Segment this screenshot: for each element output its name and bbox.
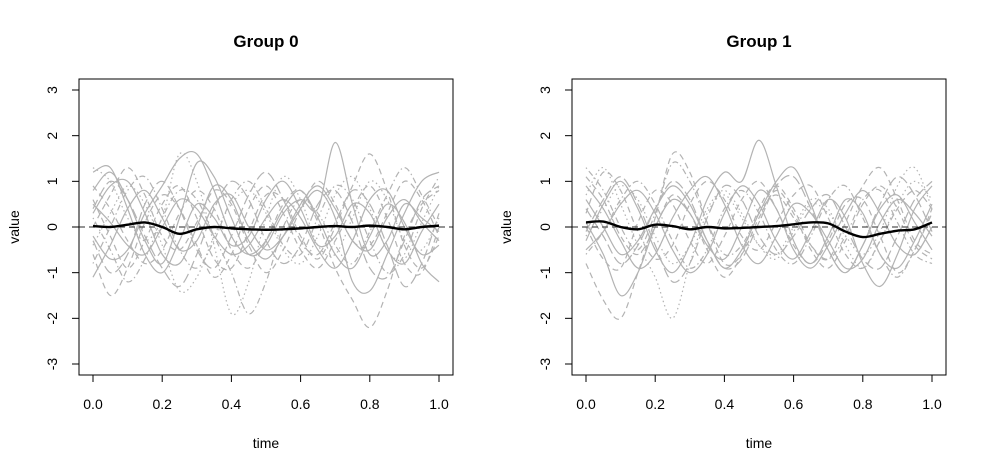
- series-curve-2: [585, 189, 933, 297]
- series-curve-12: [585, 180, 933, 278]
- x-tick-label: 0.6: [291, 396, 311, 412]
- x-tick-label: 0.8: [853, 396, 873, 412]
- series-curve-0: [585, 139, 933, 274]
- y-tick-label: 2: [537, 132, 553, 140]
- plot-area: [79, 141, 453, 329]
- y-tick-label: 3: [537, 86, 553, 94]
- x-tick-label: 0.0: [83, 396, 103, 412]
- x-tick-label: 0.4: [222, 396, 242, 412]
- x-axis-label: time: [253, 435, 280, 451]
- y-tick-label: -3: [44, 358, 60, 371]
- y-tick-label: -3: [537, 358, 553, 371]
- y-tick-label: 0: [537, 223, 553, 231]
- x-tick-label: 1.0: [429, 396, 449, 412]
- series-curve-13: [92, 175, 440, 274]
- y-tick-label: -2: [44, 312, 60, 325]
- series-curve-1: [585, 166, 933, 274]
- plot-area: [572, 139, 946, 320]
- series-curve-6: [585, 151, 933, 320]
- chart-title: Group 0: [233, 32, 298, 51]
- series-curve-5: [92, 165, 440, 274]
- series-curve-7: [585, 166, 933, 278]
- x-tick-label: 0.4: [715, 396, 735, 412]
- mean-curve: [585, 220, 933, 239]
- series-curve-10: [92, 152, 440, 316]
- y-tick-label: -1: [44, 266, 60, 279]
- series-curve-0: [92, 141, 440, 265]
- series-curve-12: [92, 167, 440, 315]
- x-tick-label: 0.6: [784, 396, 804, 412]
- series-curve-8: [585, 180, 933, 274]
- series-curve-8: [92, 185, 440, 329]
- x-tick-label: 1.0: [922, 396, 942, 412]
- series-curve-9: [92, 167, 440, 274]
- series-curve-9: [585, 167, 933, 319]
- series-curve-11: [92, 175, 440, 293]
- y-axis-label: value: [6, 210, 22, 244]
- y-tick-label: 0: [44, 223, 60, 231]
- y-tick-label: 1: [537, 177, 553, 185]
- x-axis-label: time: [746, 435, 773, 451]
- series-curve-13: [585, 174, 933, 274]
- series-curve-3: [585, 185, 933, 287]
- y-tick-label: -2: [537, 312, 553, 325]
- series-curve-15: [92, 171, 440, 288]
- mean-curve: [92, 221, 440, 236]
- y-tick-label: -1: [537, 266, 553, 279]
- x-tick-label: 0.0: [576, 396, 596, 412]
- panel-group-1: Group 1 time value 0.0 0.2 0.4 0.6 0.8 1.0 -3 -…: [498, 32, 947, 451]
- y-axis-label: value: [498, 210, 514, 244]
- x-tick-label: 0.8: [360, 396, 380, 412]
- x-tick-label: 0.2: [152, 396, 172, 412]
- y-tick-label: 1: [44, 177, 60, 185]
- series-curve-4: [585, 175, 933, 270]
- series-curve-10: [585, 166, 933, 265]
- y-tick-label: 2: [44, 132, 60, 140]
- plot-frame: [78, 78, 454, 376]
- x-tick-label: 0.2: [645, 396, 665, 412]
- y-tick-label: 3: [44, 86, 60, 94]
- series-curve-6: [92, 153, 440, 271]
- series-curve-7: [92, 185, 440, 297]
- panel-group-0: Group 0 time value 0.0 0.2 0.4 0.6 0.8 1.0 -3 -…: [6, 32, 454, 451]
- series-curve-14: [92, 180, 440, 288]
- chart-title: Group 1: [726, 32, 791, 51]
